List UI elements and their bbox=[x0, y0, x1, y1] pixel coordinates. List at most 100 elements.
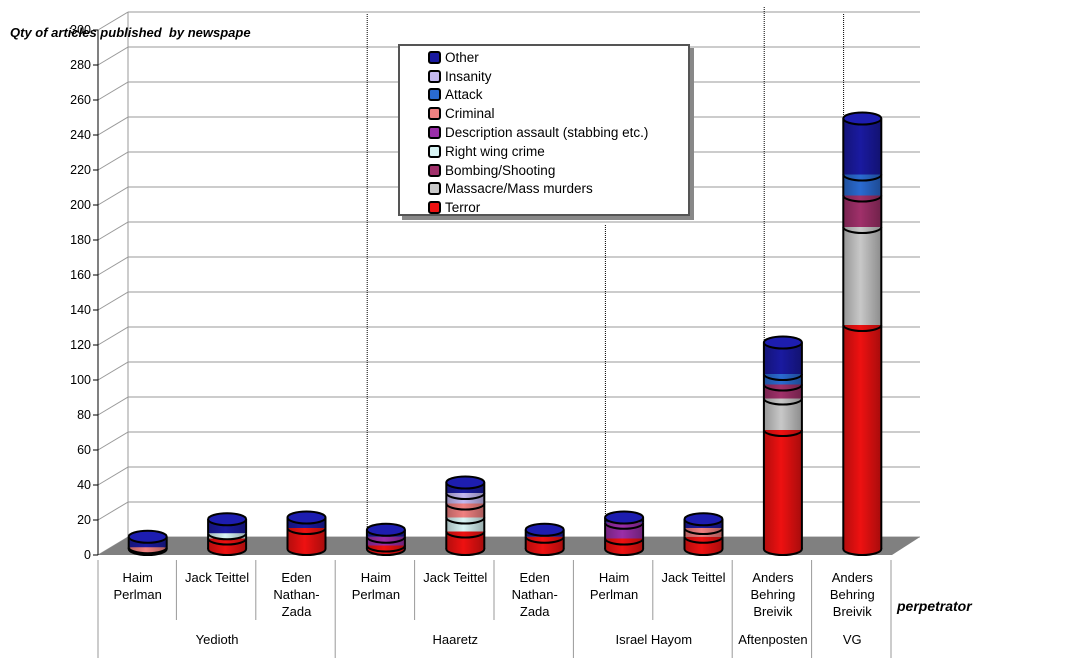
bar-segment-divider bbox=[286, 527, 327, 535]
gridline-diagonal bbox=[97, 46, 129, 66]
bar-segment-criminal bbox=[684, 528, 723, 537]
x-tick-label: Perlman bbox=[590, 587, 638, 602]
y-tick-label: 240 bbox=[70, 128, 91, 142]
gridline-diagonal bbox=[97, 501, 129, 521]
gridline-diagonal bbox=[97, 291, 129, 311]
x-tick-label: Zada bbox=[282, 604, 312, 619]
x-axis-title: perpetrator bbox=[897, 598, 972, 614]
bar-stack bbox=[207, 512, 248, 556]
gridline-diagonal bbox=[97, 11, 129, 31]
bar-segment-divider bbox=[365, 545, 406, 553]
bar-segment-description-assault-stabbing-etc- bbox=[605, 522, 644, 539]
legend-label: Insanity bbox=[445, 68, 492, 84]
x-axis-labels: Haim Perlman Jack Teittel Eden Nathan- Zada Ha… bbox=[97, 560, 892, 658]
gridline-diagonal bbox=[97, 186, 129, 206]
x-tick-label: Zada bbox=[520, 604, 550, 619]
bar-segment-divider bbox=[842, 226, 883, 234]
x-tick-label: Breivik bbox=[753, 604, 793, 619]
legend-item: Bombing/Shooting bbox=[428, 161, 688, 180]
x-tick-label: Perlman bbox=[113, 587, 161, 602]
gridline-diagonal bbox=[97, 466, 129, 486]
legend: Other Insanity Attack Criminal Description a… bbox=[398, 44, 690, 216]
bar-stack bbox=[762, 335, 803, 556]
legend-item: Criminal bbox=[428, 104, 688, 123]
x-group-label: VG bbox=[843, 632, 862, 647]
legend-label: Criminal bbox=[445, 106, 495, 122]
legend-swatch bbox=[428, 107, 441, 121]
bar-segment-divider bbox=[604, 522, 645, 530]
y-tick-label: 260 bbox=[70, 93, 91, 107]
x-tick-label: Jack Teittel bbox=[423, 570, 487, 585]
bar-stack bbox=[604, 510, 645, 556]
gridline-diagonal bbox=[97, 431, 129, 451]
bar-top bbox=[762, 335, 803, 350]
x-tick-label: Jack Teittel bbox=[185, 570, 249, 585]
bar-segment-other bbox=[843, 118, 882, 175]
bar-segment-description-assault-stabbing-etc- bbox=[366, 536, 405, 546]
y-axis-title: Qty of articles published by newspape bbox=[10, 25, 251, 40]
bar-stack bbox=[683, 512, 724, 556]
x-tick-label: Perlman bbox=[352, 587, 400, 602]
x-tick-label: Anders bbox=[832, 570, 874, 585]
y-tick-label: 40 bbox=[77, 478, 91, 492]
gridline-diagonal bbox=[97, 116, 129, 136]
bar-stack bbox=[127, 529, 168, 556]
gridline-diagonal bbox=[97, 221, 129, 241]
gridlines bbox=[97, 11, 920, 556]
legend-item: Right wing crime bbox=[428, 142, 688, 161]
legend-item: Massacre/Mass murders bbox=[428, 180, 688, 199]
y-tick-label: 120 bbox=[70, 338, 91, 352]
y-tick-label: 0 bbox=[84, 548, 91, 562]
gridline-diagonal bbox=[97, 81, 129, 101]
legend-swatch bbox=[428, 201, 441, 215]
bar-segment-divider bbox=[842, 174, 883, 182]
y-tick-label: 140 bbox=[70, 303, 91, 317]
y-tick-label: 20 bbox=[77, 513, 91, 527]
legend-label: Attack bbox=[445, 87, 483, 103]
x-tick-label: Behring bbox=[830, 587, 875, 602]
y-tick-label: 300 bbox=[70, 23, 91, 37]
bar-segment-divider bbox=[445, 517, 486, 525]
legend-item: Insanity bbox=[428, 67, 688, 86]
bar-top bbox=[365, 522, 406, 537]
bar-top bbox=[524, 522, 565, 537]
bar-segment-divider bbox=[683, 527, 724, 535]
bar-segment-attack bbox=[843, 174, 882, 196]
bar-segment-terror bbox=[287, 528, 326, 549]
bar-top bbox=[127, 529, 168, 544]
legend-item: Attack bbox=[428, 86, 688, 105]
bar-segment-right-wing-crime bbox=[208, 533, 247, 539]
bar-segment-divider bbox=[762, 398, 803, 406]
bar-segment-divider bbox=[604, 538, 645, 546]
y-tick-label: 180 bbox=[70, 233, 91, 247]
x-tick-label: Behring bbox=[750, 587, 795, 602]
bar-top bbox=[207, 512, 248, 527]
bar-segment-divider bbox=[842, 195, 883, 203]
x-tick-label: Eden bbox=[520, 570, 550, 585]
bar-segment-massacre-mass-murders bbox=[843, 227, 882, 325]
legend-label: Bombing/Shooting bbox=[445, 162, 556, 178]
bar-top bbox=[445, 475, 486, 490]
legend-swatch bbox=[428, 182, 441, 196]
y-tick-label: 100 bbox=[70, 373, 91, 387]
gridline-diagonal bbox=[97, 151, 129, 171]
bar-stack bbox=[524, 522, 565, 556]
bar-segment-divider bbox=[207, 538, 248, 546]
bar-segment-divider bbox=[683, 536, 724, 544]
bar-segment-criminal bbox=[128, 547, 167, 549]
x-group-label: Yedioth bbox=[196, 632, 239, 647]
y-axis-ticks: 0 20 40 60 80 100 120 140 160 180 200 220 240 260 280 3… bbox=[70, 23, 99, 562]
bar-segment-divider bbox=[445, 492, 486, 500]
x-tick-label: Jack Teittel bbox=[661, 570, 725, 585]
bar-segment-divider bbox=[762, 373, 803, 381]
bar-top bbox=[683, 512, 724, 527]
legend-swatch bbox=[428, 144, 441, 158]
legend-label: Right wing crime bbox=[445, 143, 545, 159]
bar-segment-divider bbox=[762, 429, 803, 437]
legend-swatch bbox=[428, 50, 441, 64]
y-tick-label: 60 bbox=[77, 443, 91, 457]
x-tick-label: Haim bbox=[361, 570, 391, 585]
y-tick-label: 200 bbox=[70, 198, 91, 212]
bar-segment-divider bbox=[127, 546, 168, 555]
